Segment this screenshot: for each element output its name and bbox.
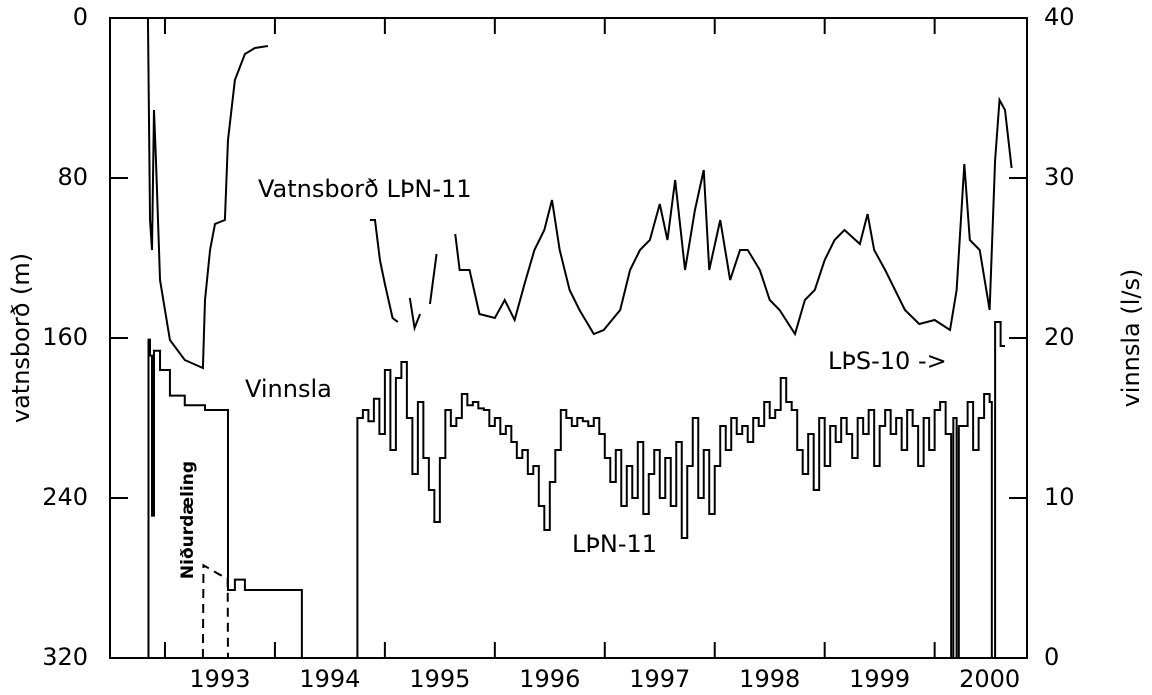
x-tick-label: 1998 (739, 665, 800, 693)
x-tick-label: 1993 (189, 665, 250, 693)
series-line (147, 338, 303, 659)
x-tick-label: 1996 (519, 665, 580, 693)
y2-tick-label: 20 (1044, 323, 1075, 351)
x-tick-label: 2000 (959, 665, 1020, 693)
series-line (201, 563, 229, 659)
series-line (408, 297, 421, 332)
x-tick-label: 1995 (409, 665, 470, 693)
y-tick-label: 80 (57, 163, 88, 191)
x-tick-label: 1999 (849, 665, 910, 693)
series-line (369, 219, 399, 323)
y2-tick-label: 40 (1044, 3, 1075, 31)
plot-frame (109, 17, 1028, 659)
series-line (146, 17, 269, 370)
series-label: Niðurdæling (178, 461, 198, 579)
y-tick-label: 320 (42, 643, 88, 671)
series-line (356, 321, 1006, 659)
series-label: Vatnsborð LÞN-11 (258, 175, 472, 203)
annotation: LÞN-11 (572, 530, 657, 558)
y2-axis-label: vinnsla (l/s) (1117, 269, 1145, 408)
y-tick-label: 160 (42, 323, 88, 351)
annotation: LÞS-10 -> (828, 347, 947, 375)
series-line (454, 96, 1013, 337)
y-tick-label: 240 (42, 483, 88, 511)
series-label: Vinnsla (245, 375, 332, 403)
y2-tick-label: 10 (1044, 483, 1075, 511)
y2-tick-label: 30 (1044, 163, 1075, 191)
y2-tick-label: 0 (1044, 643, 1059, 671)
y-tick-label: 0 (73, 3, 88, 31)
y-axis-label: vatnsborð (m) (7, 253, 35, 423)
x-tick-label: 1997 (629, 665, 690, 693)
series-line (428, 253, 438, 305)
x-tick-label: 1994 (299, 665, 360, 693)
